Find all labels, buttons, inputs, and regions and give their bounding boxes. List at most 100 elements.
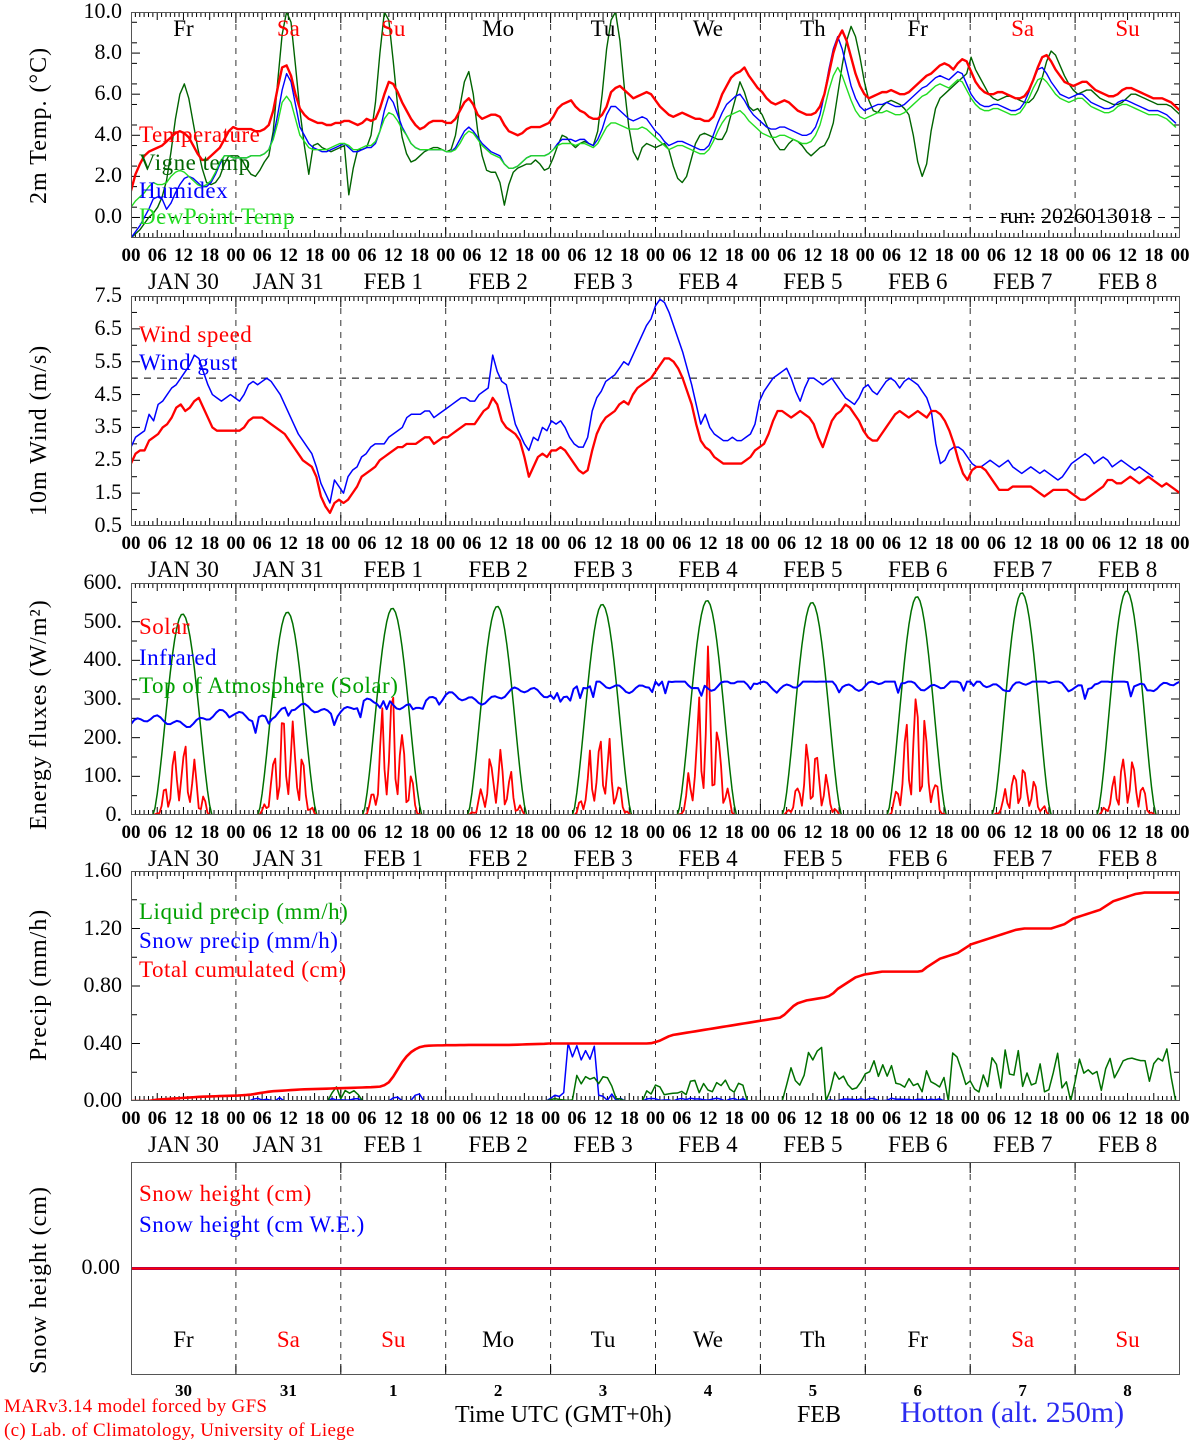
hour-tick-label: 12 xyxy=(1013,533,1033,554)
hour-tick-label: 12 xyxy=(593,245,613,266)
date-label: FEB 4 xyxy=(678,269,738,294)
temp-frame xyxy=(131,12,1180,238)
hour-tick-label: 12 xyxy=(1013,1108,1033,1129)
hour-tick-label: 06 xyxy=(777,822,797,843)
hour-tick-label: 18 xyxy=(200,245,220,266)
hour-tick-label: 06 xyxy=(462,1108,482,1129)
precip-frame xyxy=(131,871,1180,1101)
y-tick-label: 7.5 xyxy=(94,282,123,307)
date-label: FEB 3 xyxy=(573,1132,633,1157)
hour-tick-label: 00 xyxy=(855,822,875,843)
hour-tick-label: 06 xyxy=(1091,245,1111,266)
y-tick-label: 400. xyxy=(83,646,123,672)
snow-plot xyxy=(131,1162,1180,1375)
bottom-day-of-week-label: Mo xyxy=(482,1327,515,1352)
footer-copyright: (c) Lab. of Climatology, University of L… xyxy=(4,1420,355,1441)
bottom-day-of-week-label: Tu xyxy=(590,1327,616,1352)
bottom-day-of-week-label: Su xyxy=(381,1327,406,1352)
hour-tick-label: 12 xyxy=(383,245,403,266)
snow-frame xyxy=(131,1162,1180,1375)
hour-tick-label: 06 xyxy=(672,533,692,554)
legend-wind-speed: Wind speed xyxy=(139,322,253,347)
hour-tick-label: 00 xyxy=(646,1108,665,1129)
hour-tick-label: 12 xyxy=(1118,822,1138,843)
hour-tick-label: 12 xyxy=(173,245,193,266)
hour-tick-label: 00 xyxy=(1065,822,1085,843)
y-tick-label: 4.0 xyxy=(94,121,123,147)
hour-tick-label: 18 xyxy=(1144,533,1164,554)
bottom-day-number: 1 xyxy=(389,1381,398,1400)
hour-tick-label: 06 xyxy=(252,822,272,843)
y-tick-label: 2.5 xyxy=(94,446,123,472)
date-label: FEB 2 xyxy=(468,269,528,294)
bottom-day-number: 6 xyxy=(913,1381,923,1400)
hour-tick-label: 18 xyxy=(934,1108,954,1129)
hour-tick-label: 18 xyxy=(1144,1108,1164,1129)
hour-tick-label: 06 xyxy=(672,822,692,843)
date-label: FEB 2 xyxy=(468,1132,528,1157)
y-tick-label: 4.5 xyxy=(94,380,123,406)
hour-tick-label: 18 xyxy=(1144,245,1164,266)
hour-tick-label: 12 xyxy=(908,822,928,843)
energy-axis-title: Energy fluxes (W/m²) xyxy=(26,599,52,830)
date-label: FEB 6 xyxy=(888,269,948,294)
bottom-day-number: 30 xyxy=(174,1381,192,1400)
energy-panel xyxy=(131,583,1180,815)
y-tick-label: 6.5 xyxy=(94,314,123,340)
hour-tick-label: 00 xyxy=(750,822,770,843)
date-label: FEB 1 xyxy=(363,846,423,871)
y-tick-label: 8.0 xyxy=(94,39,123,65)
hour-tick-label: 06 xyxy=(567,822,587,843)
hour-tick-label: 18 xyxy=(409,1108,429,1129)
hour-tick-label: 00 xyxy=(1065,245,1085,266)
bottom-day-of-week-label: Fr xyxy=(173,1327,194,1352)
hour-tick-label: 06 xyxy=(777,1108,797,1129)
date-label: FEB 2 xyxy=(468,557,528,582)
hour-tick-label: 12 xyxy=(593,1108,613,1129)
date-label: FEB 6 xyxy=(888,557,948,582)
date-label: FEB 7 xyxy=(992,269,1053,294)
hour-tick-label: 18 xyxy=(934,245,954,266)
bottom-day-number: 5 xyxy=(808,1381,818,1400)
temperature-panel xyxy=(131,12,1180,238)
y-tick-label: 5.5 xyxy=(94,347,123,373)
y-tick-label: 0.40 xyxy=(83,1029,123,1055)
y-tick-label: 300. xyxy=(83,685,123,710)
snow-axis-title: Snow height (cm) xyxy=(26,1186,52,1374)
hour-tick-label: 18 xyxy=(934,822,954,843)
hour-tick-label: 00 xyxy=(121,245,141,266)
hour-tick-label: 06 xyxy=(147,822,167,843)
hour-tick-label: 12 xyxy=(488,822,508,843)
hour-tick-label: 00 xyxy=(1170,822,1190,843)
hour-tick-label: 18 xyxy=(1039,533,1059,554)
hour-tick-label: 18 xyxy=(724,822,744,843)
date-label: FEB 7 xyxy=(992,1132,1053,1157)
hour-tick-label: 06 xyxy=(986,822,1006,843)
precip-panel xyxy=(131,871,1180,1101)
date-label: FEB 2 xyxy=(468,846,528,871)
hour-tick-label: 06 xyxy=(357,1108,377,1129)
hour-tick-label: 00 xyxy=(436,1108,456,1129)
snow-ytick-0: 0.00 xyxy=(81,1254,121,1279)
hour-tick-label: 12 xyxy=(803,533,823,554)
hour-tick-label: 00 xyxy=(121,1108,141,1129)
hour-tick-label: 00 xyxy=(436,533,456,554)
hour-tick-label: 12 xyxy=(173,533,193,554)
date-label: FEB 5 xyxy=(783,269,843,294)
station-label: Hotton (alt. 250m) xyxy=(900,1396,1125,1429)
bottom-day-of-week-label: We xyxy=(692,1327,723,1352)
hour-tick-label: 18 xyxy=(934,533,954,554)
date-label: JAN 30 xyxy=(147,269,219,294)
hour-tick-label: 12 xyxy=(1013,245,1033,266)
date-label: FEB 5 xyxy=(783,557,843,582)
hour-tick-label: 06 xyxy=(777,245,797,266)
hour-tick-label: 12 xyxy=(383,1108,403,1129)
bottom-day-number: 2 xyxy=(493,1381,503,1400)
hour-tick-label: 00 xyxy=(1170,533,1190,554)
y-tick-label: 2.0 xyxy=(94,162,123,188)
legend-solar: Solar xyxy=(139,614,191,639)
run-label: run: 2026013018 xyxy=(1000,203,1151,228)
precip-plot xyxy=(131,871,1180,1101)
hour-tick-label: 00 xyxy=(750,533,770,554)
date-label: JAN 31 xyxy=(252,846,324,871)
